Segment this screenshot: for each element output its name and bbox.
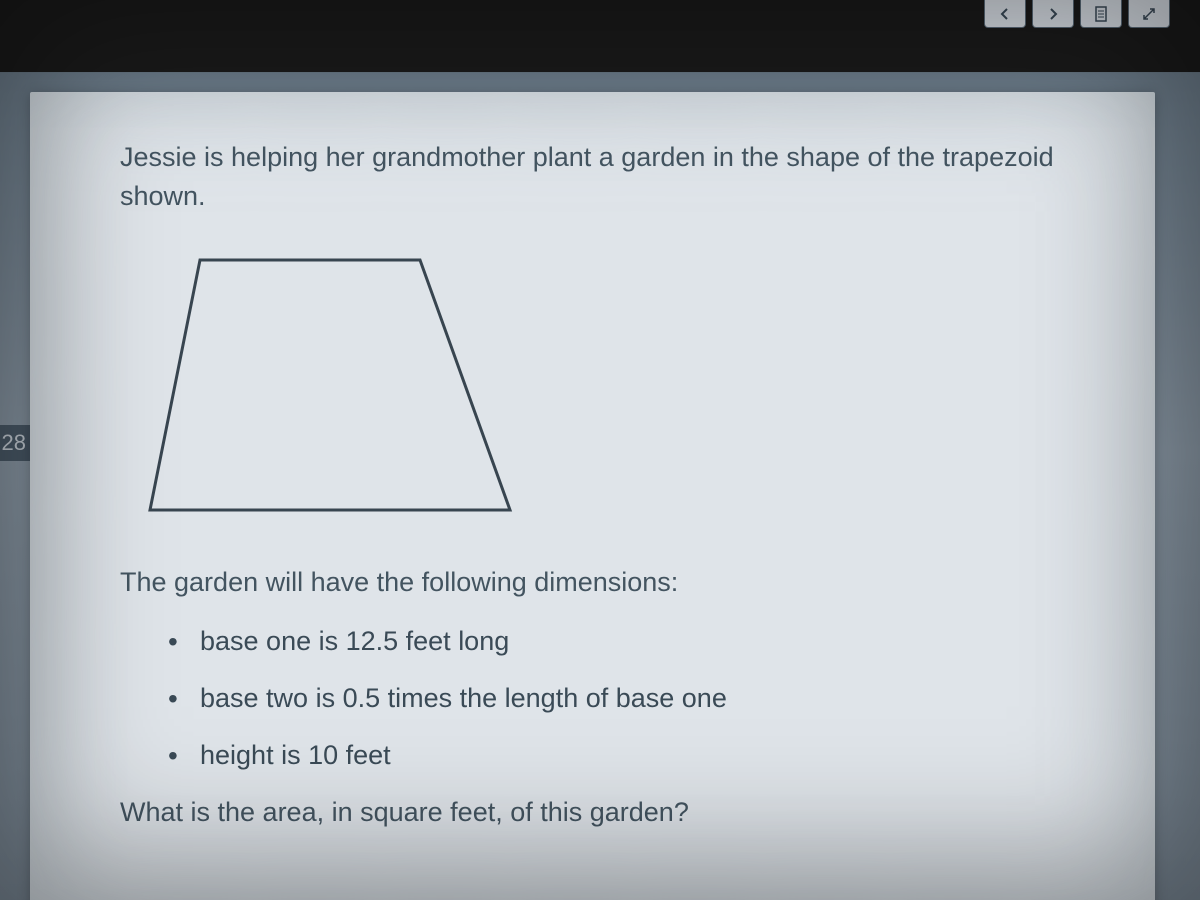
toolbar-prev-button[interactable] — [984, 0, 1026, 28]
final-question: What is the area, in square feet, of thi… — [120, 797, 1123, 828]
trapezoid-figure — [130, 250, 1123, 525]
trapezoid-shape — [150, 260, 510, 510]
toolbar-next-button[interactable] — [1032, 0, 1074, 28]
list-item: base one is 12.5 feet long — [168, 626, 1123, 657]
intro-paragraph: Jessie is helping her grandmother plant … — [120, 138, 1123, 216]
question-card: Jessie is helping her grandmother plant … — [30, 92, 1155, 900]
toolbar-controls — [984, 0, 1170, 28]
list-item: base two is 0.5 times the length of base… — [168, 683, 1123, 714]
dimensions-list: base one is 12.5 feet long base two is 0… — [168, 626, 1123, 771]
top-toolbar — [0, 0, 1200, 50]
toolbar-document-button[interactable] — [1080, 0, 1122, 28]
list-item: height is 10 feet — [168, 740, 1123, 771]
dimensions-intro: The garden will have the following dimen… — [120, 567, 1123, 598]
question-number-badge: 28 — [0, 425, 30, 461]
question-number-text: 28 — [2, 430, 26, 456]
trapezoid-svg — [130, 250, 530, 520]
toolbar-resize-button[interactable] — [1128, 0, 1170, 28]
